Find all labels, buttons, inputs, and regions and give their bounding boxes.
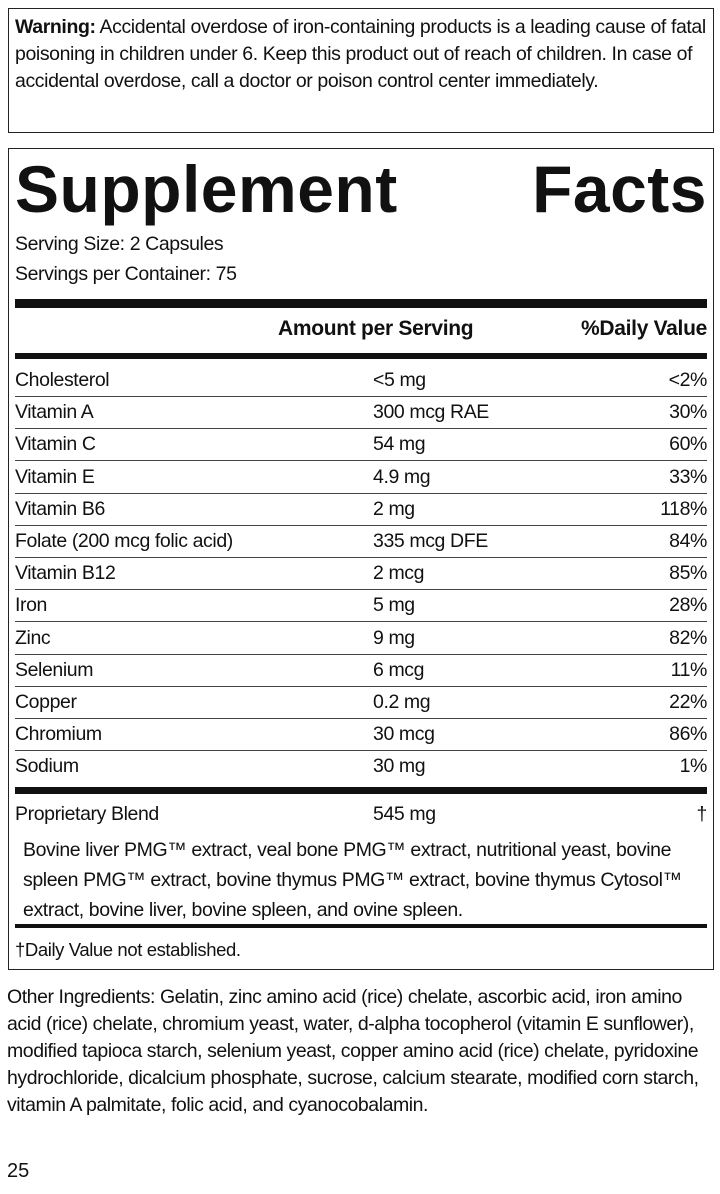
nutrient-row: Copper 0.2 mg 22% xyxy=(15,687,707,719)
nutrient-amount: 2 mg xyxy=(373,497,415,520)
nutrient-amount: 0.2 mg xyxy=(373,691,431,713)
nutrient-dv: 11% xyxy=(670,658,708,681)
nutrient-row: Sodium 30 mg 1% xyxy=(15,751,707,783)
nutrient-dv: <2% xyxy=(668,369,708,391)
nutrient-name: Chromium xyxy=(15,723,102,746)
nutrient-dv: 84% xyxy=(669,530,707,552)
warning-text: Accidental overdose of iron-containing p… xyxy=(15,16,706,92)
thick-divider xyxy=(15,353,707,359)
nutrient-row: Vitamin C 54 mg 60% xyxy=(15,429,707,462)
nutrient-dv: 28% xyxy=(669,594,707,617)
nutrient-row: Selenium 6 mcg 11% xyxy=(15,655,707,687)
nutrient-row: Zinc 9 mg 82% xyxy=(15,623,707,655)
panel-title: Supplement Facts xyxy=(15,151,707,227)
nutrient-dv: 33% xyxy=(669,465,707,488)
blend-ingredients: Bovine liver PMG™ extract, veal bone PMG… xyxy=(23,839,682,921)
nutrient-row: Vitamin B6 2 mg 118% xyxy=(15,494,707,526)
title-word-1: Supplement xyxy=(15,152,398,226)
nutrient-row: Chromium 30 mcg 86% xyxy=(15,719,707,752)
nutrient-amount: 335 mcg DFE xyxy=(373,530,488,552)
nutrient-amount: 6 mcg xyxy=(373,658,425,681)
nutrient-amount: 30 mg xyxy=(373,755,426,778)
nutrient-dv: 118% xyxy=(660,497,707,520)
nutrient-dv: 86% xyxy=(669,723,707,746)
blend-dv: † xyxy=(696,803,708,825)
nutrient-amount: 2 mcg xyxy=(373,562,425,585)
nutrient-name: Iron xyxy=(15,594,48,617)
serving-size: Serving Size: 2 Capsules xyxy=(15,233,224,255)
blend-name: Proprietary Blend xyxy=(15,803,159,825)
divider xyxy=(15,924,707,928)
nutrient-name: Zinc xyxy=(15,626,51,649)
dv-header: %Daily Value xyxy=(581,317,707,340)
page-number: 25 xyxy=(7,1160,30,1182)
nutrient-dv: 1% xyxy=(679,755,708,778)
blend-amount: 545 mg xyxy=(373,803,436,825)
nutrient-dv: 85% xyxy=(669,562,707,585)
blend-row: Proprietary Blend 545 mg † xyxy=(15,799,707,831)
nutrient-name: Sodium xyxy=(15,755,79,778)
nutrient-dv: 22% xyxy=(669,691,707,713)
nutrient-amount: 5 mg xyxy=(373,594,415,617)
nutrient-row: Folate (200 mcg folic acid) 335 mcg DFE 84… xyxy=(15,526,707,558)
nutrient-name: Cholesterol xyxy=(15,369,110,391)
nutrient-row: Vitamin A 300 mcg RAE 30% xyxy=(15,397,707,430)
nutrient-name: Copper xyxy=(15,691,77,713)
supplement-facts-panel: Supplement Facts Serving Size: 2 Capsule… xyxy=(8,148,714,970)
title-word-2: Facts xyxy=(532,152,707,226)
nutrient-row: Vitamin E 4.9 mg 33% xyxy=(15,462,707,494)
nutrient-amount: 4.9 mg xyxy=(373,465,431,488)
nutrient-dv: 30% xyxy=(669,401,707,424)
servings-per-container: Servings per Container: 75 xyxy=(15,263,237,285)
nutrient-amount: <5 mg xyxy=(373,369,426,391)
nutrient-row: Cholesterol <5 mg <2% xyxy=(15,365,707,397)
nutrient-name: Vitamin B12 xyxy=(15,562,116,585)
nutrient-dv: 60% xyxy=(669,433,707,456)
nutrient-amount: 300 mcg RAE xyxy=(373,401,489,424)
nutrient-amount: 54 mg xyxy=(373,433,426,456)
other-ingredients: Other Ingredients: Gelatin, zinc amino a… xyxy=(7,986,699,1116)
nutrient-amount: 30 mcg xyxy=(373,723,435,746)
nutrient-name: Vitamin C xyxy=(15,433,96,456)
nutrient-name: Vitamin B6 xyxy=(15,497,105,520)
nutrient-row: Iron 5 mg 28% xyxy=(15,590,707,623)
nutrient-name: Selenium xyxy=(15,658,94,681)
nutrient-amount: 9 mg xyxy=(373,626,415,649)
nutrient-name: Folate (200 mcg folic acid) xyxy=(15,530,233,552)
footnote: †Daily Value not established. xyxy=(15,939,241,960)
nutrient-row: Vitamin B12 2 mcg 85% xyxy=(15,558,707,591)
amount-header: Amount per Serving xyxy=(278,317,474,340)
nutrient-dv: 82% xyxy=(669,626,707,649)
nutrient-name: Vitamin E xyxy=(15,465,95,488)
warning-label: Warning: xyxy=(15,16,96,38)
thick-divider xyxy=(15,299,707,308)
thick-divider xyxy=(15,787,707,794)
warning-box: Warning: Accidental overdose of iron-con… xyxy=(8,8,714,133)
nutrient-name: Vitamin A xyxy=(15,401,94,424)
